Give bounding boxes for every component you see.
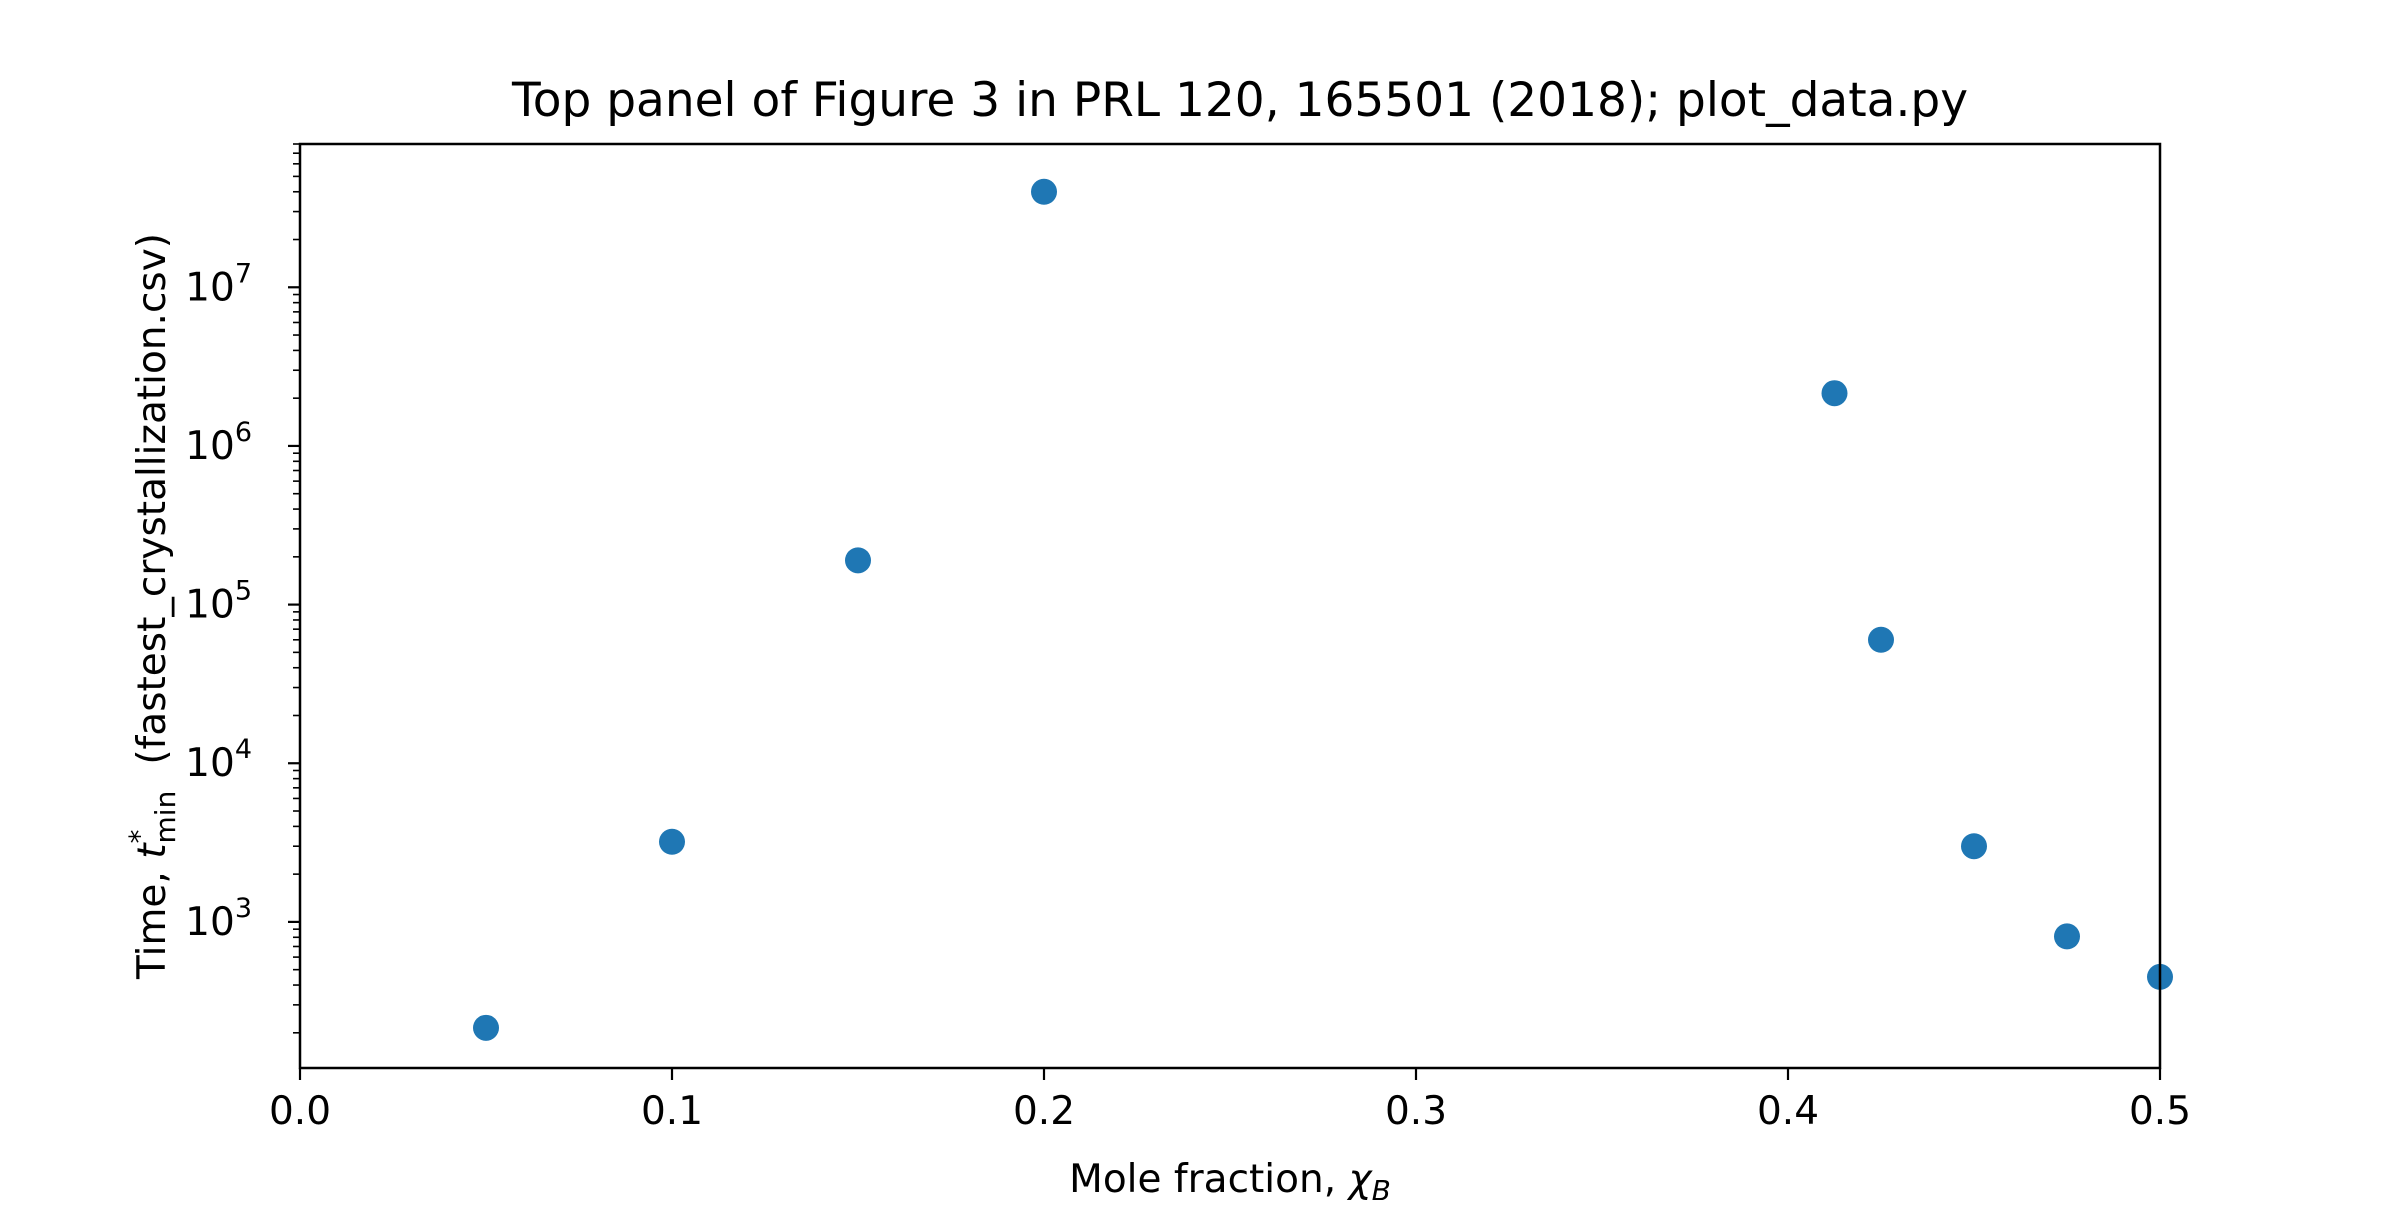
y-tick-exponent: 5 bbox=[235, 576, 252, 607]
data-point bbox=[659, 828, 685, 855]
y-tick-label: 104 bbox=[185, 734, 252, 786]
data-point bbox=[1961, 833, 1987, 860]
data-point bbox=[1868, 626, 1894, 653]
data-point bbox=[1821, 380, 1848, 407]
x-tick-label: 0.2 bbox=[1013, 1089, 1075, 1134]
y-tick-base: 10 bbox=[185, 265, 235, 310]
x-tick-label: 0.4 bbox=[1757, 1089, 1819, 1134]
y-tick-exponent: 4 bbox=[235, 734, 252, 765]
data-points bbox=[473, 178, 2173, 1041]
y-tick-base: 10 bbox=[185, 424, 235, 469]
data-point bbox=[2054, 923, 2080, 950]
data-point bbox=[473, 1014, 499, 1041]
x-label-subscript: B bbox=[1372, 1174, 1391, 1200]
y-tick-label: 106 bbox=[185, 417, 252, 469]
y-label-prefix: Time, bbox=[130, 859, 175, 980]
y-tick-exponent: 7 bbox=[235, 258, 252, 289]
y-tick-base: 10 bbox=[185, 741, 235, 786]
y-tick-base: 10 bbox=[185, 583, 235, 628]
x-label-symbol: χ bbox=[1347, 1157, 1374, 1200]
data-point bbox=[845, 547, 871, 574]
chart-title: Top panel of Figure 3 in PRL 120, 165501… bbox=[511, 73, 1968, 128]
y-tick-label: 105 bbox=[185, 576, 252, 628]
y-tick-exponent: 6 bbox=[235, 417, 252, 448]
y-tick-base: 10 bbox=[185, 900, 235, 945]
y-tick-label: 103 bbox=[185, 893, 252, 945]
x-axis-ticks: 0.0 0.1 0.2 0.3 0.4 0.5 bbox=[269, 1068, 2191, 1134]
y-label-superscript: * bbox=[123, 829, 156, 843]
plot-frame bbox=[298, 142, 2162, 1070]
y-tick-exponent: 3 bbox=[235, 893, 252, 924]
x-tick-label: 0.3 bbox=[1385, 1089, 1447, 1134]
x-tick-label: 0.0 bbox=[269, 1089, 331, 1134]
x-label-prefix: Mole fraction, bbox=[1069, 1157, 1348, 1200]
data-point bbox=[1031, 178, 1057, 205]
x-tick-label: 0.1 bbox=[641, 1089, 703, 1134]
x-axis-label: Mole fraction, χB bbox=[1069, 1157, 1391, 1200]
y-axis-label: Time, t*min (fastest_crystallization.csv) bbox=[123, 233, 182, 980]
y-label-suffix: (fastest_crystallization.csv) bbox=[130, 233, 175, 765]
x-tick-label: 0.5 bbox=[2129, 1089, 2191, 1134]
y-label-symbol: t bbox=[130, 842, 175, 859]
y-label-subscript: min bbox=[149, 791, 182, 844]
y-tick-label: 107 bbox=[185, 258, 252, 310]
